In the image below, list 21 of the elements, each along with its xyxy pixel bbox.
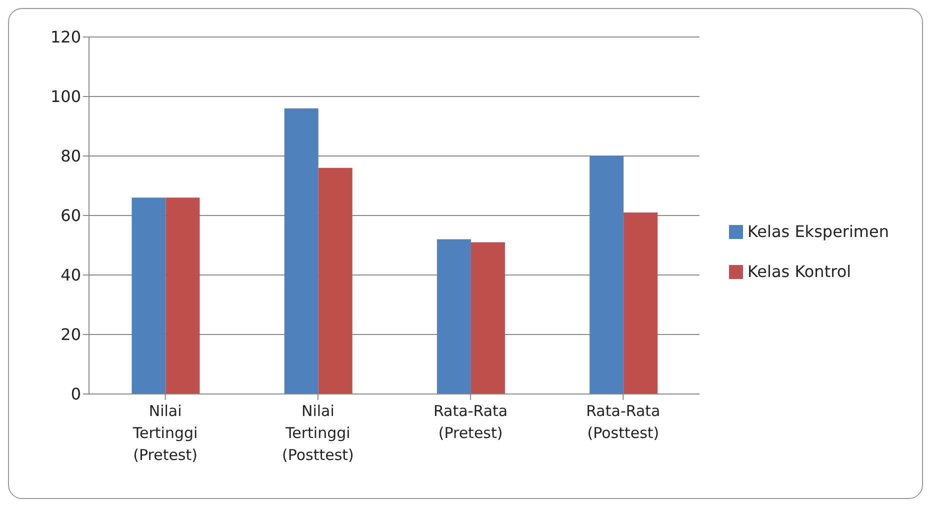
y-tick-label: 120 bbox=[50, 28, 81, 47]
y-tick-label: 100 bbox=[50, 87, 81, 106]
x-tick-label: Nilai Tertinggi (Posttest) bbox=[282, 402, 354, 464]
bar bbox=[166, 198, 200, 394]
bar bbox=[284, 108, 318, 394]
y-tick-label: 80 bbox=[60, 146, 81, 166]
y-tick-label: 0 bbox=[70, 384, 81, 404]
y-tick-label: 20 bbox=[60, 325, 81, 344]
bar bbox=[590, 156, 624, 394]
x-tick-label: Nilai Tertinggi (Pretest) bbox=[132, 402, 198, 464]
x-tick-label: Rata-Rata (Pretest) bbox=[433, 402, 508, 442]
bar bbox=[624, 212, 658, 394]
legend-label: Kelas Kontrol bbox=[747, 262, 852, 280]
bar bbox=[436, 239, 471, 394]
bar bbox=[132, 198, 166, 394]
y-tick-label: 60 bbox=[60, 206, 81, 226]
y-tick-label: 40 bbox=[60, 266, 81, 285]
legend-label: Kelas Eksperimen bbox=[747, 222, 889, 240]
bar bbox=[318, 168, 352, 394]
x-tick-label: Rata-Rata (Posttest) bbox=[586, 402, 660, 442]
bar bbox=[470, 242, 505, 394]
